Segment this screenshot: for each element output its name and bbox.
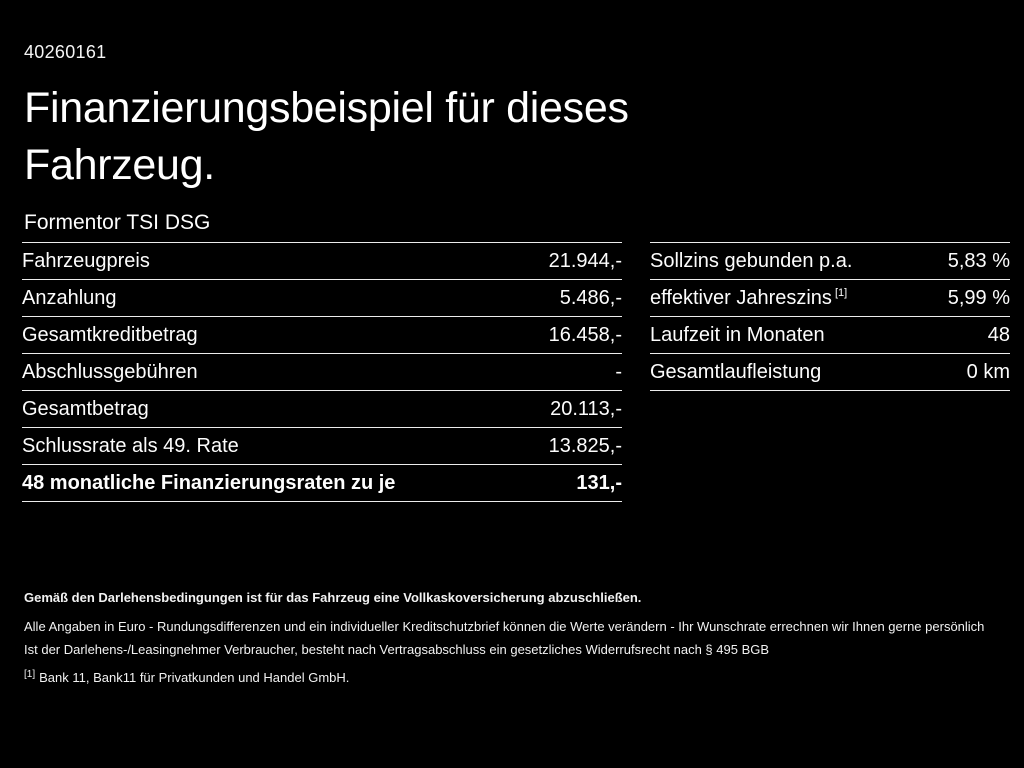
page-title: Finanzierungsbeispiel für dieses Fahrzeu…	[24, 80, 629, 194]
row-label: Gesamtlaufleistung	[650, 360, 822, 383]
euro-rounding-note: Alle Angaben in Euro - Rundungsdifferenz…	[24, 619, 985, 634]
row-label: 48 monatliche Finanzierungsraten zu je	[22, 471, 396, 494]
legal-footer: Gemäß den Darlehensbedingungen ist für d…	[24, 589, 1002, 692]
footnote-text: Bank 11, Bank11 für Privatkunden und Han…	[39, 670, 350, 685]
row-value: 20.113,-	[550, 397, 622, 420]
table-row-schlussrate: Schlussrate als 49. Rate 13.825,-	[22, 427, 622, 464]
row-value: 5,99 %	[947, 286, 1010, 309]
table-row-gesamtkreditbetrag: Gesamtkreditbetrag 16.458,-	[22, 316, 622, 353]
row-value: -	[615, 360, 622, 383]
table-row-effektiver-jahreszins: effektiver Jahreszins [1] 5,99 %	[650, 279, 1010, 316]
row-label: Fahrzeugpreis	[22, 249, 150, 272]
table-row-sollzins: Sollzins gebunden p.a. 5,83 %	[650, 242, 1010, 279]
row-label: Schlussrate als 49. Rate	[22, 434, 239, 457]
insurance-requirement-note: Gemäß den Darlehensbedingungen ist für d…	[24, 590, 642, 605]
page-title-line-1: Finanzierungsbeispiel für dieses	[24, 84, 629, 132]
row-value: 0 km	[966, 360, 1010, 383]
table-row-fahrzeugpreis: Fahrzeugpreis 21.944,-	[22, 242, 622, 279]
table-row-gesamtbetrag: Gesamtbetrag 20.113,-	[22, 390, 622, 427]
finance-details-table: Fahrzeugpreis 21.944,- Anzahlung 5.486,-…	[22, 242, 622, 502]
withdrawal-right-note: Ist der Darlehens-/Leasingnehmer Verbrau…	[24, 642, 770, 657]
row-value: 21.944,-	[548, 249, 622, 272]
table-row-laufzeit: Laufzeit in Monaten 48	[650, 316, 1010, 353]
loan-terms-table: Sollzins gebunden p.a. 5,83 % effektiver…	[650, 242, 1010, 391]
footnote-marker: [1]	[24, 668, 36, 680]
row-value: 5.486,-	[559, 286, 622, 309]
row-value: 16.458,-	[548, 323, 622, 346]
page-title-line-2: Fahrzeug.	[24, 141, 215, 189]
bank-footnote: [1] Bank 11, Bank11 für Privatkunden und …	[24, 669, 1002, 686]
footnote-reference: [1]	[834, 286, 848, 299]
row-value: 5,83 %	[947, 249, 1010, 272]
row-label: Anzahlung	[22, 286, 117, 309]
table-row-gesamtlaufleistung: Gesamtlaufleistung 0 km	[650, 353, 1010, 391]
vehicle-model-label: Formentor TSI DSG	[24, 211, 211, 234]
row-label: Gesamtkreditbetrag	[22, 323, 198, 346]
row-value: 131,-	[576, 471, 622, 494]
row-value: 13.825,-	[548, 434, 622, 457]
table-row-abschlussgebuehren: Abschlussgebühren -	[22, 353, 622, 390]
table-row-anzahlung: Anzahlung 5.486,-	[22, 279, 622, 316]
row-label: Laufzeit in Monaten	[650, 323, 825, 346]
row-value: 48	[987, 323, 1010, 346]
table-row-monatsrate: 48 monatliche Finanzierungsraten zu je 1…	[22, 464, 622, 502]
row-label: Gesamtbetrag	[22, 397, 149, 420]
row-label: Abschlussgebühren	[22, 360, 198, 383]
document-id: 40260161	[24, 42, 107, 62]
row-label: Sollzins gebunden p.a.	[650, 249, 853, 272]
row-label: effektiver Jahreszins [1]	[650, 286, 848, 309]
